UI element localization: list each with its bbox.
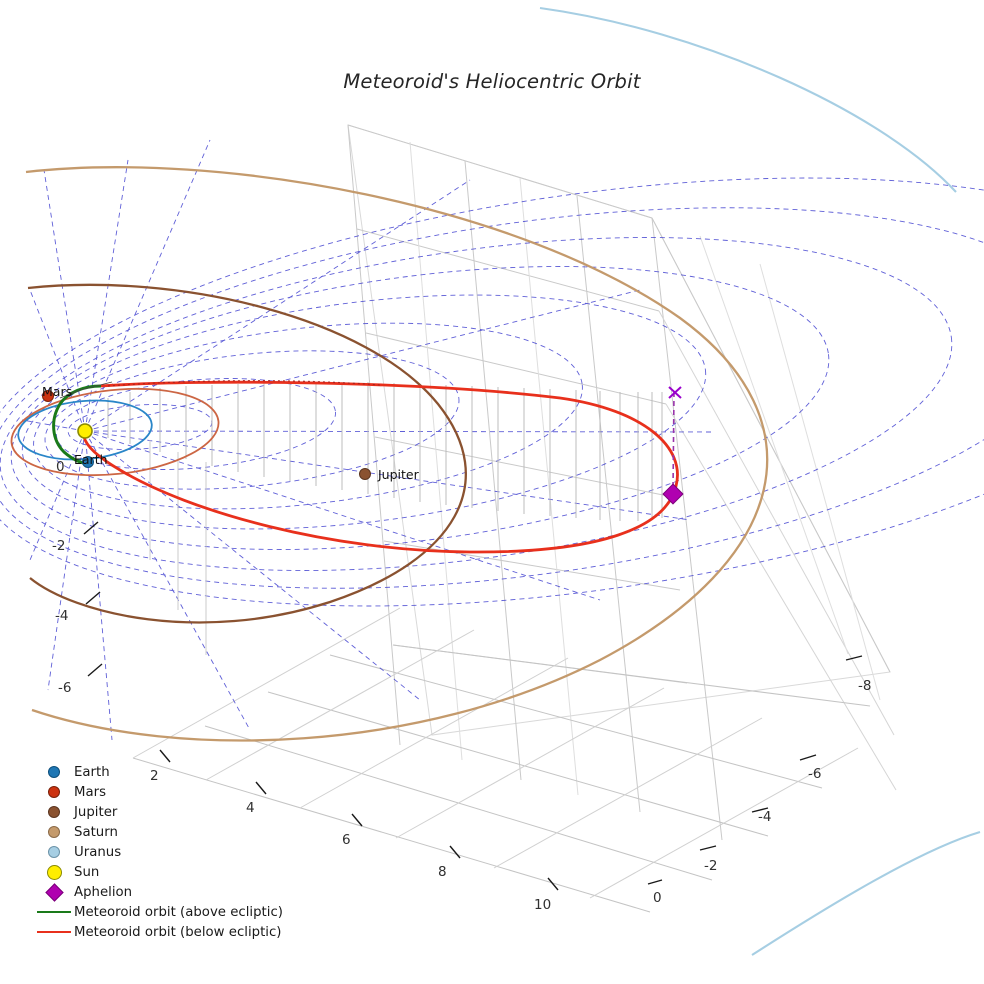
z-axis-ticks: [83, 521, 103, 677]
page-title: Meteoroid's Heliocentric Orbit: [343, 70, 641, 93]
legend-item-jupiter[interactable]: Jupiter: [34, 802, 304, 822]
uranus-dot-icon: [34, 846, 74, 858]
orbit-stem-lines: [107, 382, 663, 655]
y-axis-ticks: [647, 655, 863, 885]
red-line-icon: [34, 931, 74, 933]
legend: Earth Mars Jupiter Saturn Uranus: [34, 762, 304, 942]
y-tick-4: -8: [858, 678, 871, 694]
y-tick-0: 0: [653, 890, 662, 906]
axes-right-pane-grid: [651, 217, 897, 791]
legend-item-saturn[interactable]: Saturn: [34, 822, 304, 842]
mars-leader-line: [59, 381, 113, 399]
jupiter-orbit: [27, 283, 467, 624]
jupiter-dot-icon: [34, 806, 74, 818]
x-axis-ticks: [159, 749, 559, 891]
saturn-dot-icon: [34, 826, 74, 838]
saturn-orbit: [25, 166, 769, 742]
x-tick-4: 10: [534, 897, 551, 913]
legend-label-sun: Sun: [74, 864, 100, 880]
legend-label-orbit-below: Meteoroid orbit (below ecliptic): [74, 924, 282, 940]
earth-dot-icon: [34, 766, 74, 778]
legend-item-mars[interactable]: Mars: [34, 782, 304, 802]
earth-label: Earth: [74, 452, 108, 467]
earth-marker: [82, 456, 94, 468]
legend-label-aphelion: Aphelion: [74, 884, 133, 900]
ecliptic-polar-grid: [0, 139, 984, 741]
mars-label: Mars: [42, 384, 72, 399]
meteoroid-orbit-below-ecliptic: [82, 380, 679, 554]
uranus-orbit: [539, 6, 981, 956]
x-tick-0: 2: [150, 768, 159, 784]
x-tick-2: 6: [342, 832, 351, 848]
jupiter-label: Jupiter: [377, 467, 420, 482]
legend-label-uranus: Uranus: [74, 844, 122, 860]
z-tick-2: -4: [55, 608, 68, 624]
meteoroid-orbit-above-ecliptic: [52, 384, 102, 466]
legend-label-orbit-above: Meteoroid orbit (above ecliptic): [74, 904, 283, 920]
legend-label-mars: Mars: [74, 784, 107, 800]
x-tick-3: 8: [438, 864, 447, 880]
y-tick-labels: 0 -2 -4 -6 -8: [653, 678, 871, 906]
y-tick-1: -2: [704, 858, 717, 874]
axes-floor-grid: [132, 607, 871, 913]
mars-dot-icon: [34, 786, 74, 798]
y-tick-2: -4: [758, 809, 771, 825]
z-tick-0: 0: [56, 459, 65, 475]
aphelion-projection-cross-icon: [668, 386, 682, 399]
y-tick-3: -6: [808, 766, 821, 782]
green-line-icon: [34, 911, 74, 913]
aphelion-projection-line: [672, 391, 675, 491]
z-tick-labels: 0 -2 -4 -6: [52, 459, 71, 696]
mars-marker: [42, 390, 54, 402]
legend-item-sun[interactable]: Sun: [34, 862, 304, 882]
mars-orbit: [10, 387, 220, 477]
aphelion-diamond-icon: [34, 882, 74, 902]
aphelion-marker: [662, 483, 684, 505]
legend-label-earth: Earth: [74, 764, 110, 780]
sun-dot-icon: [34, 864, 74, 880]
legend-label-saturn: Saturn: [74, 824, 118, 840]
legend-item-aphelion[interactable]: Aphelion: [34, 882, 304, 902]
x-tick-1: 4: [246, 800, 255, 816]
legend-item-orbit-below[interactable]: Meteoroid orbit (below ecliptic): [34, 922, 304, 942]
meteoroid-orbit-upper-dots: [107, 380, 381, 387]
legend-item-uranus[interactable]: Uranus: [34, 842, 304, 862]
x-tick-labels: 2 4 6 8 10: [150, 768, 551, 913]
jupiter-marker: [359, 468, 371, 480]
legend-label-jupiter: Jupiter: [74, 804, 118, 820]
z-tick-1: -2: [52, 538, 65, 554]
legend-item-earth[interactable]: Earth: [34, 762, 304, 782]
legend-item-orbit-above[interactable]: Meteoroid orbit (above ecliptic): [34, 902, 304, 922]
sun-marker: [77, 423, 93, 439]
z-tick-3: -6: [58, 680, 71, 696]
